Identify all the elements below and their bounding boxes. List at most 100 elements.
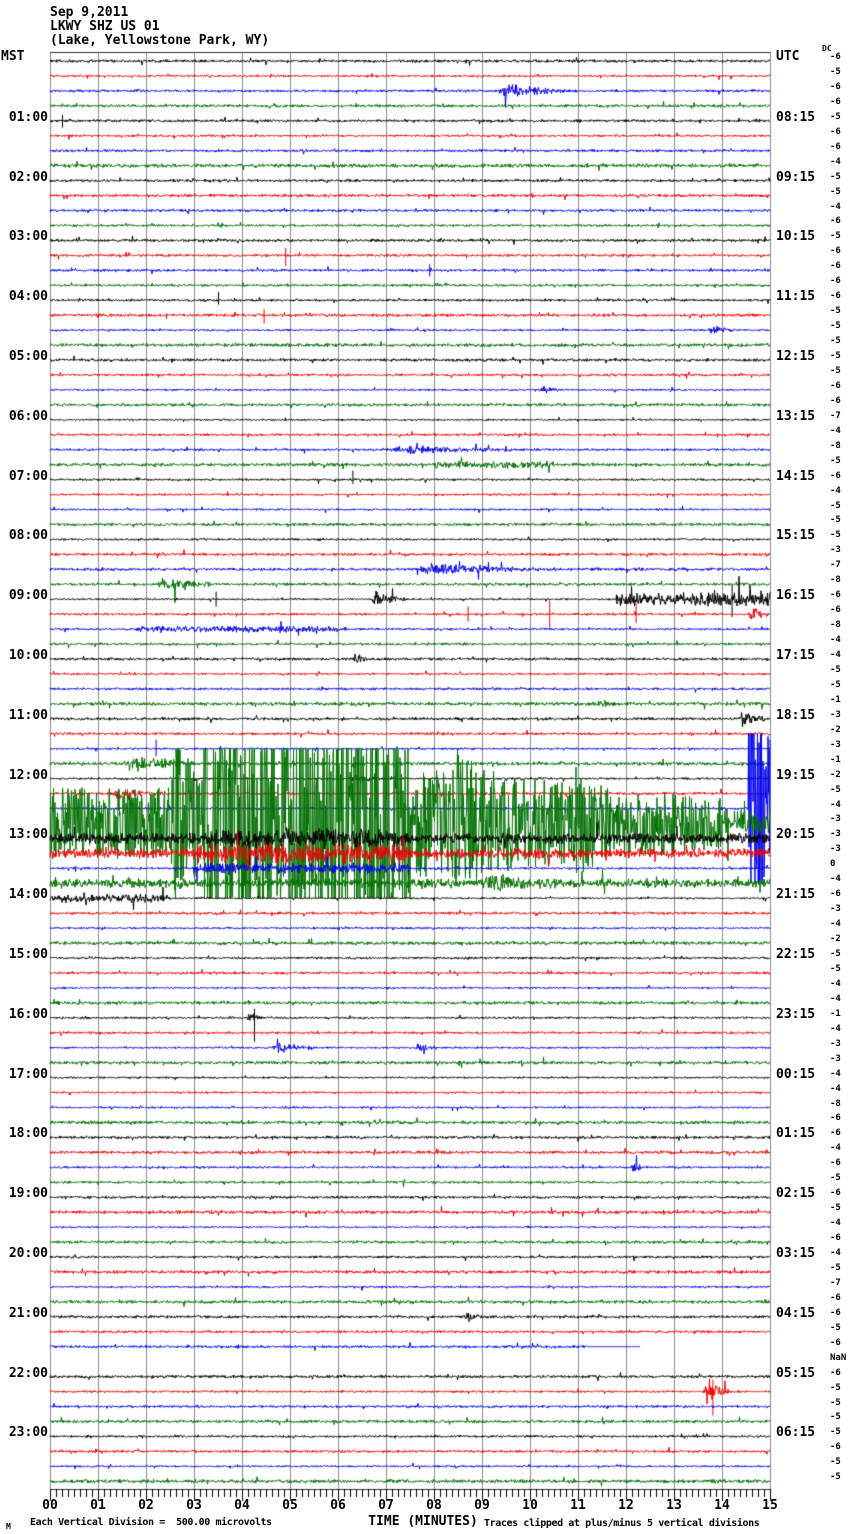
dc-offset-value: -5 [830,1472,841,1483]
watermark-m: M [6,1522,11,1531]
dc-offset-value: -5 [830,1322,841,1333]
dc-offset-value: -1 [830,1008,841,1019]
dc-column-header: DC [822,44,832,53]
dc-offset-value: -6 [830,81,841,92]
dc-offset-value: -6 [830,1128,841,1139]
utc-time-label: 09:15 [776,169,816,185]
dc-offset-value: -4 [830,919,841,930]
dc-offset-value: -3 [830,904,841,915]
footer-scale-note: Each Vertical Division = 500.00 microvol… [30,1517,272,1528]
dc-offset-value: -8 [830,620,841,631]
utc-time-label: 19:15 [776,767,816,783]
dc-offset-value: -4 [830,201,841,212]
dc-offset-value: -2 [830,769,841,780]
dc-offset-value: -5 [830,306,841,317]
dc-offset-value: -5 [830,664,841,675]
utc-time-label: 00:15 [776,1066,816,1082]
dc-offset-value: -4 [830,1083,841,1094]
dc-offset-value: -6 [830,1158,841,1169]
dc-offset-value: -7 [830,410,841,421]
utc-time-label: 05:15 [776,1365,816,1381]
dc-offset-value: -4 [830,1248,841,1258]
dc-offset-value: -5 [830,530,841,541]
mst-hour-label: 10:00 [8,648,48,663]
mst-hour-label: 02:00 [8,169,48,185]
mst-hour-label: 23:00 [8,1425,48,1441]
header-location: (Lake, Yellowstone Park, WY) [50,33,270,48]
dc-offset-value: -5 [830,515,841,526]
dc-offset-value: -6 [830,1233,841,1244]
header-station: LKWY SHZ US 01 [50,19,160,34]
mst-hour-label: 11:00 [8,707,48,723]
minute-tick-label: 06 [330,1498,346,1513]
dc-offset-value: -4 [830,1218,841,1229]
dc-offset-value: -5 [830,231,841,242]
minute-tick-label: 15 [762,1498,778,1513]
dc-offset-value: -6 [830,1188,841,1199]
utc-time-label: 23:15 [776,1006,816,1022]
dc-offset-value: -5 [830,949,841,959]
dc-offset-value: -6 [830,470,841,481]
mst-hour-label: 09:00 [8,588,48,604]
utc-time-label: 15:15 [776,528,816,544]
dc-offset-value: -6 [830,1292,841,1303]
dc-offset-value: -6 [830,889,841,900]
dc-offset-value: -5 [830,365,841,376]
right-timezone-label: UTC [776,49,800,64]
mst-hour-label: 19:00 [8,1186,48,1202]
dc-offset-value: -3 [830,1053,841,1064]
dc-offset-value: -2 [830,934,841,945]
dc-offset-value: -8 [830,1098,841,1109]
dc-offset-value: -7 [830,560,841,571]
utc-time-label: 08:15 [776,109,816,125]
dc-offset-value: -5 [830,321,841,332]
dc-offset-value: -6 [830,291,841,302]
footer-clip-note: Traces clipped at plus/minus 5 vertical … [484,1518,760,1529]
minute-tick-label: 05 [282,1498,298,1513]
dc-offset-value: -6 [830,216,841,227]
mst-hour-label: 01:00 [8,109,48,125]
dc-offset-value: -4 [830,650,841,660]
minute-tick-label: 12 [618,1498,634,1513]
dc-offset-value: -6 [830,1307,841,1318]
dc-offset-value: -6 [830,141,841,152]
minute-tick-label: 11 [570,1498,586,1513]
dc-offset-value: -6 [830,590,841,601]
dc-offset-value: -4 [830,978,841,989]
minute-tick-label: 10 [522,1498,538,1513]
mst-hour-label: 13:00 [8,827,48,843]
minute-tick-label: 04 [234,1498,250,1513]
utc-time-label: 02:15 [776,1186,816,1202]
dc-offset-value: -4 [830,993,841,1004]
dc-offset-value: -5 [830,1203,841,1214]
dc-offset-value: -5 [830,1173,841,1184]
dc-offset-value: -5 [830,500,841,511]
mst-hour-label: 05:00 [8,349,48,364]
dc-offset-value: -5 [830,1262,841,1273]
dc-offset-value: -4 [830,156,841,167]
minute-tick-label: 00 [42,1498,58,1513]
utc-time-label: 13:15 [776,408,816,424]
utc-time-label: 06:15 [776,1425,816,1441]
dc-offset-value: -7 [830,1277,841,1288]
dc-offset-value: -6 [830,52,841,62]
dc-offset-value: -6 [830,605,841,616]
minute-tick-label: 07 [378,1498,394,1513]
dc-offset-value: -4 [830,1143,841,1154]
utc-time-label: 11:15 [776,289,816,305]
dc-offset-value: -6 [830,395,841,406]
mst-hour-label: 08:00 [8,528,48,544]
minute-tick-label: 08 [426,1498,442,1513]
dc-offset-value: -5 [830,679,841,690]
dc-offset-value: -6 [830,261,841,272]
utc-time-label: 21:15 [776,887,816,903]
dc-offset-value: -3 [830,739,841,750]
dc-offset-value: -5 [830,1397,841,1408]
dc-offset-value: 0 [830,859,836,870]
dc-offset-value: -5 [830,336,841,347]
utc-time-label: 20:15 [776,827,816,843]
left-timezone-label: MST [1,49,25,64]
dc-offset-value: -6 [830,96,841,107]
